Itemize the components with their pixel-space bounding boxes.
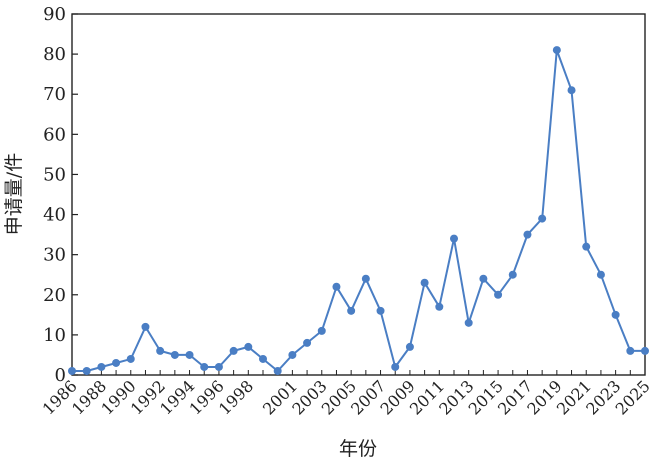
data-point <box>97 362 106 371</box>
data-point <box>82 366 91 375</box>
data-point <box>156 346 165 355</box>
y-tick-label: 50 <box>43 164 66 185</box>
data-point <box>214 362 223 371</box>
data-point <box>229 346 238 355</box>
x-tick-label: 1998 <box>215 376 257 418</box>
data-point <box>626 346 635 355</box>
plot-frame <box>71 13 646 376</box>
data-point <box>552 46 561 55</box>
data-point <box>244 342 253 351</box>
y-axis-title: 申请量/件 <box>3 153 25 235</box>
y-tick-label: 80 <box>43 44 66 65</box>
data-point <box>376 306 385 315</box>
data-point <box>259 354 267 363</box>
series-group <box>68 46 649 375</box>
series-line <box>72 49 645 372</box>
data-point <box>582 242 591 251</box>
y-tick-label: 70 <box>43 84 66 105</box>
data-point <box>347 306 356 315</box>
data-point <box>523 230 532 239</box>
data-point <box>611 310 620 319</box>
data-point <box>317 326 326 335</box>
data-point <box>508 270 517 279</box>
data-point <box>567 86 576 95</box>
data-point <box>538 214 547 223</box>
data-point <box>141 322 150 331</box>
data-point <box>170 350 179 359</box>
data-point <box>68 366 76 375</box>
data-point <box>185 350 194 359</box>
data-point <box>200 362 209 371</box>
data-point <box>126 354 135 363</box>
y-axis: 0 10 20 30 40 50 60 70 80 90 <box>43 4 78 386</box>
y-tick-label: 0 <box>55 365 66 386</box>
data-point <box>405 342 414 351</box>
data-point <box>420 278 429 287</box>
data-point <box>273 366 282 375</box>
data-point <box>332 282 341 291</box>
y-tick-label: 10 <box>43 325 66 346</box>
data-point <box>479 274 488 283</box>
y-tick-label: 40 <box>43 205 66 226</box>
data-point <box>288 350 297 359</box>
x-tick-label: 2025 <box>612 376 651 418</box>
data-point <box>435 302 444 311</box>
data-point <box>112 358 121 367</box>
data-point <box>494 290 503 299</box>
data-point <box>464 318 473 327</box>
data-point <box>391 362 400 371</box>
y-tick-label: 30 <box>43 245 66 266</box>
y-tick-label: 20 <box>43 285 66 306</box>
data-point <box>450 234 458 243</box>
data-point <box>641 346 649 355</box>
y-tick-label: 60 <box>43 124 66 145</box>
data-point <box>303 338 312 347</box>
data-point <box>361 274 370 283</box>
data-point <box>596 270 605 279</box>
y-tick-label: 90 <box>43 4 66 25</box>
x-axis-title: 年份 <box>339 438 377 460</box>
